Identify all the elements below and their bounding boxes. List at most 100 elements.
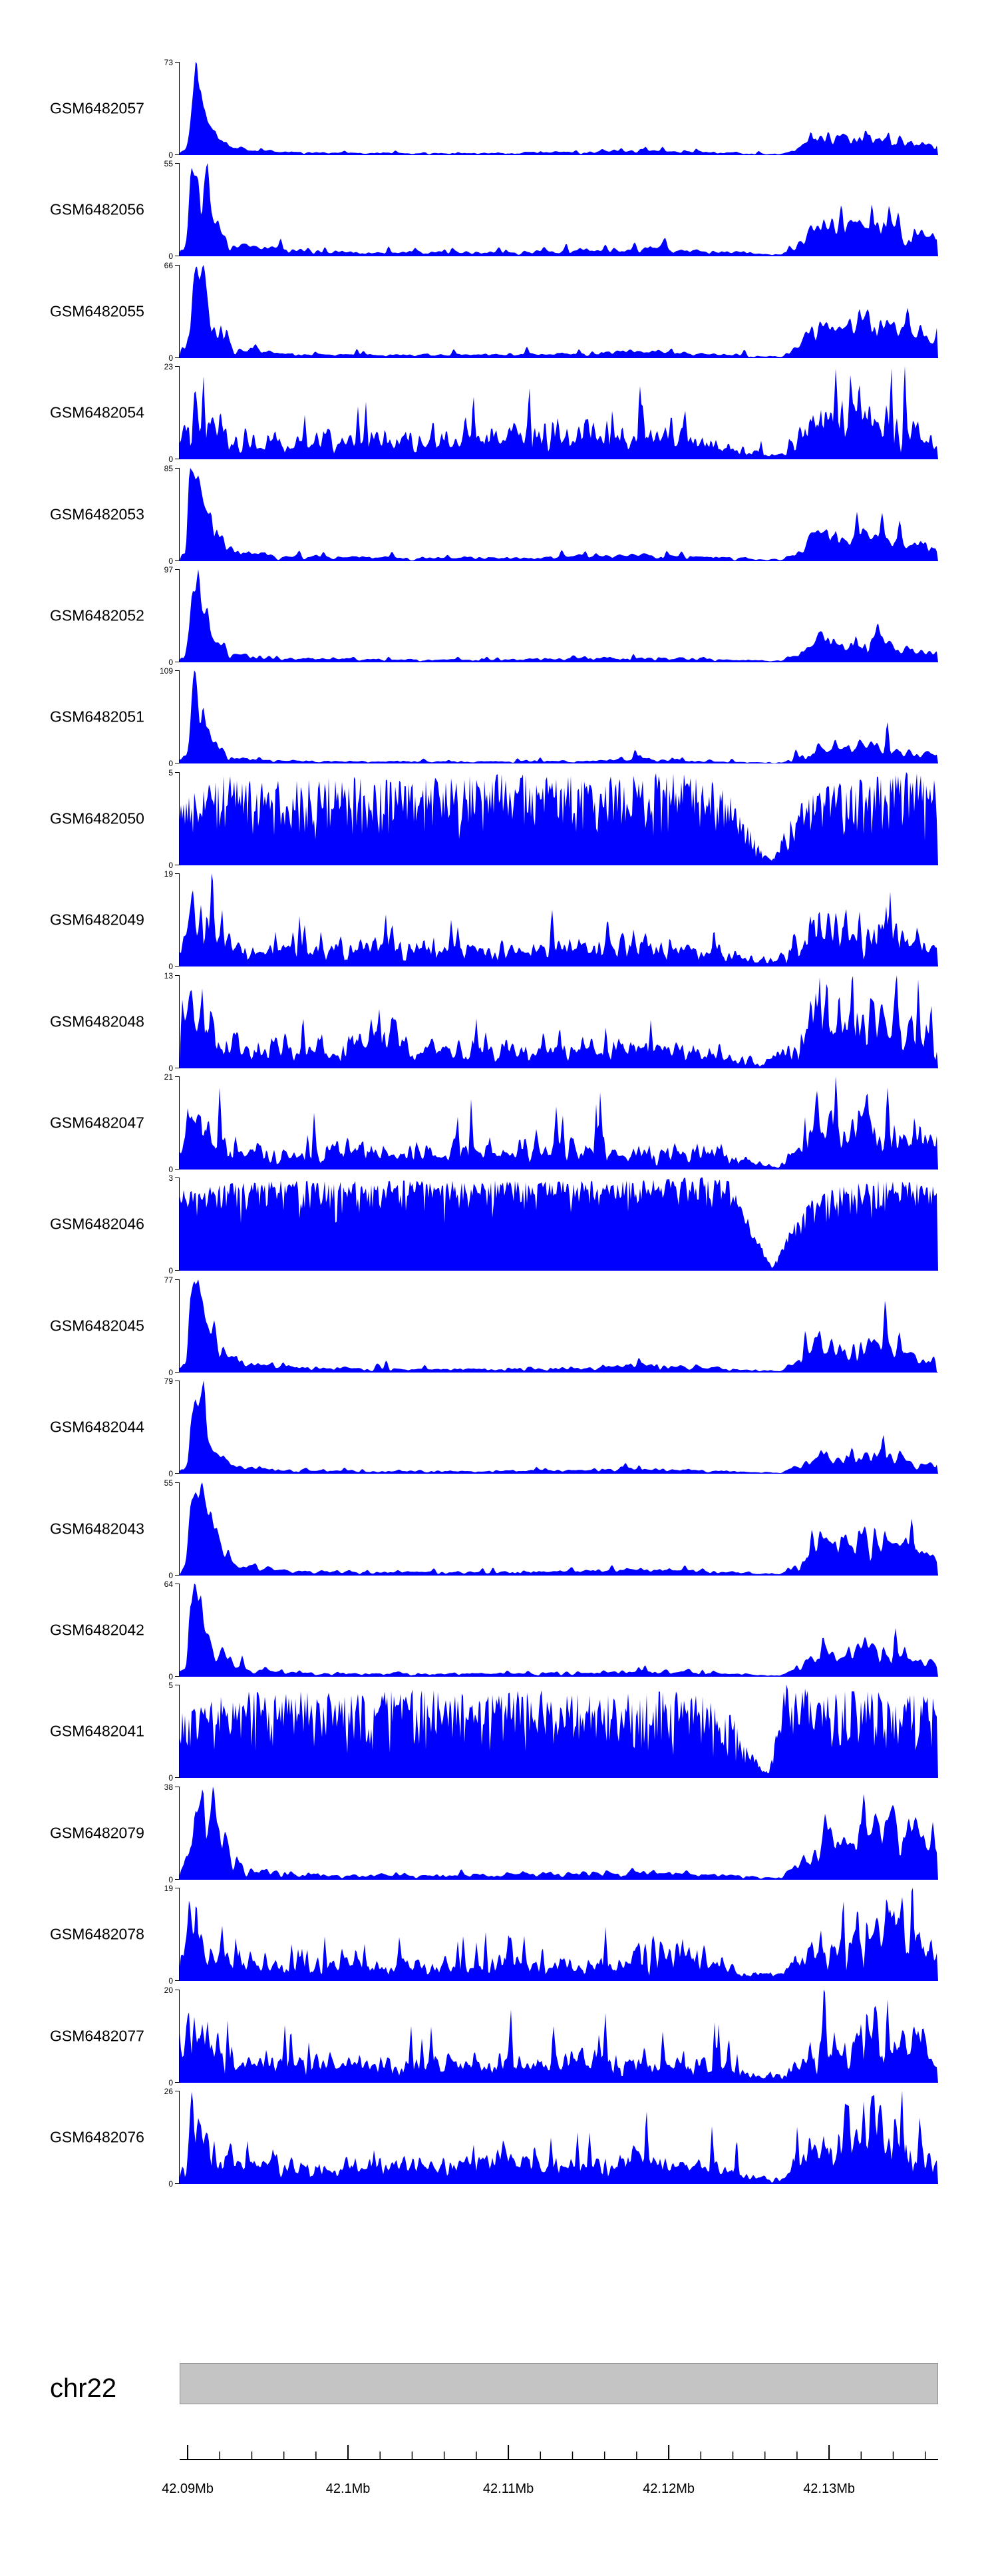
track-label: GSM6482048 — [50, 1012, 144, 1030]
y-axis-line — [179, 163, 180, 257]
track-label: GSM6482056 — [50, 200, 144, 218]
y-axis-line — [179, 569, 180, 662]
chromosome-ideogram — [180, 2363, 938, 2404]
y-axis-zero-label: 0 — [168, 1367, 173, 1377]
coverage-track: GSM6482056 55 0 — [0, 158, 998, 262]
coverage-track: GSM6482077 20 0 — [0, 1984, 998, 2087]
coverage-path — [180, 974, 938, 1068]
genome-axis-tick-label: 42.13Mb — [803, 2481, 855, 2496]
y-axis-line — [179, 1482, 180, 1576]
y-axis-max-label: 73 — [164, 58, 173, 67]
y-axis-line — [179, 1584, 180, 1677]
coverage-area-plot — [180, 62, 938, 155]
y-axis-top-tick — [175, 1279, 179, 1280]
coverage-track: GSM6482079 38 0 — [0, 1781, 998, 1884]
coverage-path — [180, 1178, 938, 1271]
coverage-area-plot — [180, 366, 938, 460]
coverage-area-plot — [180, 1888, 938, 1982]
coverage-track: GSM6482044 79 0 — [0, 1375, 998, 1478]
y-axis-bottom-tick — [175, 1371, 179, 1373]
y-axis-bottom-tick — [175, 1878, 179, 1880]
coverage-path — [180, 1786, 938, 1880]
y-axis-top-tick — [175, 873, 179, 875]
y-axis-zero-label: 0 — [168, 1874, 173, 1884]
track-label: GSM6482041 — [50, 1722, 144, 1740]
y-axis-max-label: 26 — [164, 2087, 173, 2096]
y-axis-zero-label: 0 — [168, 1063, 173, 1073]
y-axis-bottom-tick — [175, 2081, 179, 2083]
y-axis-bottom-tick — [175, 1980, 179, 1982]
y-axis-bottom-tick — [175, 1574, 179, 1576]
coverage-path — [180, 1989, 938, 2083]
y-axis-line — [179, 1178, 180, 1271]
track-label: GSM6482051 — [50, 708, 144, 726]
coverage-path — [180, 366, 938, 460]
y-axis-max-label: 20 — [164, 1985, 173, 1995]
coverage-path — [180, 62, 938, 155]
coverage-track: GSM6482051 109 0 — [0, 665, 998, 769]
y-axis-zero-label: 0 — [168, 2179, 173, 2189]
y-axis-max-label: 77 — [164, 1275, 173, 1285]
coverage-path — [180, 1584, 938, 1677]
genome-coordinate-axis: 42.09Mb 42.1Mb 42.11Mb 42.12Mb 42.13Mb — [162, 2445, 938, 2496]
track-label: GSM6482050 — [50, 809, 144, 827]
y-axis-max-label: 13 — [164, 970, 173, 980]
y-axis-top-tick — [175, 163, 179, 164]
y-axis-bottom-tick — [175, 154, 179, 155]
genome-axis-tick-label: 42.09Mb — [162, 2481, 214, 2496]
y-axis-bottom-tick — [175, 2183, 179, 2184]
track-label: GSM6482055 — [50, 302, 144, 320]
y-axis-line — [179, 771, 180, 865]
y-axis-zero-label: 0 — [168, 860, 173, 870]
coverage-path — [180, 1888, 938, 1982]
y-axis-max-label: 79 — [164, 1377, 173, 1387]
y-axis-top-tick — [175, 974, 179, 976]
coverage-track: GSM6482041 5 0 — [0, 1679, 998, 1783]
coverage-path — [180, 2091, 938, 2184]
y-axis-max-label: 19 — [164, 869, 173, 879]
track-label: GSM6482052 — [50, 606, 144, 624]
y-axis-zero-label: 0 — [168, 1165, 173, 1174]
track-label: GSM6482042 — [50, 1621, 144, 1639]
coverage-track: GSM6482050 5 0 — [0, 767, 998, 870]
coverage-area-plot — [180, 163, 938, 257]
y-axis-top-tick — [175, 62, 179, 63]
y-axis-max-label: 19 — [164, 1884, 173, 1894]
y-axis-bottom-tick — [175, 1270, 179, 1271]
coverage-area-plot — [180, 467, 938, 561]
coverage-area-plot — [180, 1279, 938, 1373]
coverage-path — [180, 771, 938, 865]
coverage-area-plot — [180, 873, 938, 967]
y-axis-zero-label: 0 — [168, 455, 173, 465]
track-label: GSM6482053 — [50, 505, 144, 523]
coverage-area-plot — [180, 1482, 938, 1576]
coverage-area-plot — [180, 1076, 938, 1170]
y-axis-max-label: 3 — [168, 1174, 173, 1183]
coverage-path — [180, 873, 938, 967]
coverage-path — [180, 670, 938, 764]
coverage-area-plot — [180, 670, 938, 764]
coverage-area-plot — [180, 1685, 938, 1779]
y-axis-zero-label: 0 — [168, 1773, 173, 1783]
track-label: GSM6482077 — [50, 2027, 144, 2045]
coverage-track: GSM6482052 97 0 — [0, 564, 998, 667]
track-label: GSM6482047 — [50, 1114, 144, 1132]
track-label: GSM6482054 — [50, 403, 144, 421]
y-axis-line — [179, 2091, 180, 2184]
y-axis-line — [179, 264, 180, 358]
coverage-area-plot — [180, 264, 938, 358]
y-axis-zero-label: 0 — [168, 2077, 173, 2087]
y-axis-max-label: 5 — [168, 1681, 173, 1691]
y-axis-bottom-tick — [175, 1676, 179, 1677]
y-axis-zero-label: 0 — [168, 759, 173, 769]
y-axis-line — [179, 1685, 180, 1779]
track-label: GSM6482043 — [50, 1520, 144, 1538]
genome-axis-tick-label: 42.12Mb — [643, 2481, 695, 2496]
coverage-track: GSM6482043 55 0 — [0, 1477, 998, 1580]
track-label: GSM6482076 — [50, 2128, 144, 2146]
y-axis-max-label: 64 — [164, 1580, 173, 1589]
coverage-track: GSM6482057 73 0 — [0, 57, 998, 160]
y-axis-zero-label: 0 — [168, 252, 173, 262]
coverage-area-plot — [180, 2091, 938, 2184]
y-axis-max-label: 55 — [164, 1478, 173, 1488]
